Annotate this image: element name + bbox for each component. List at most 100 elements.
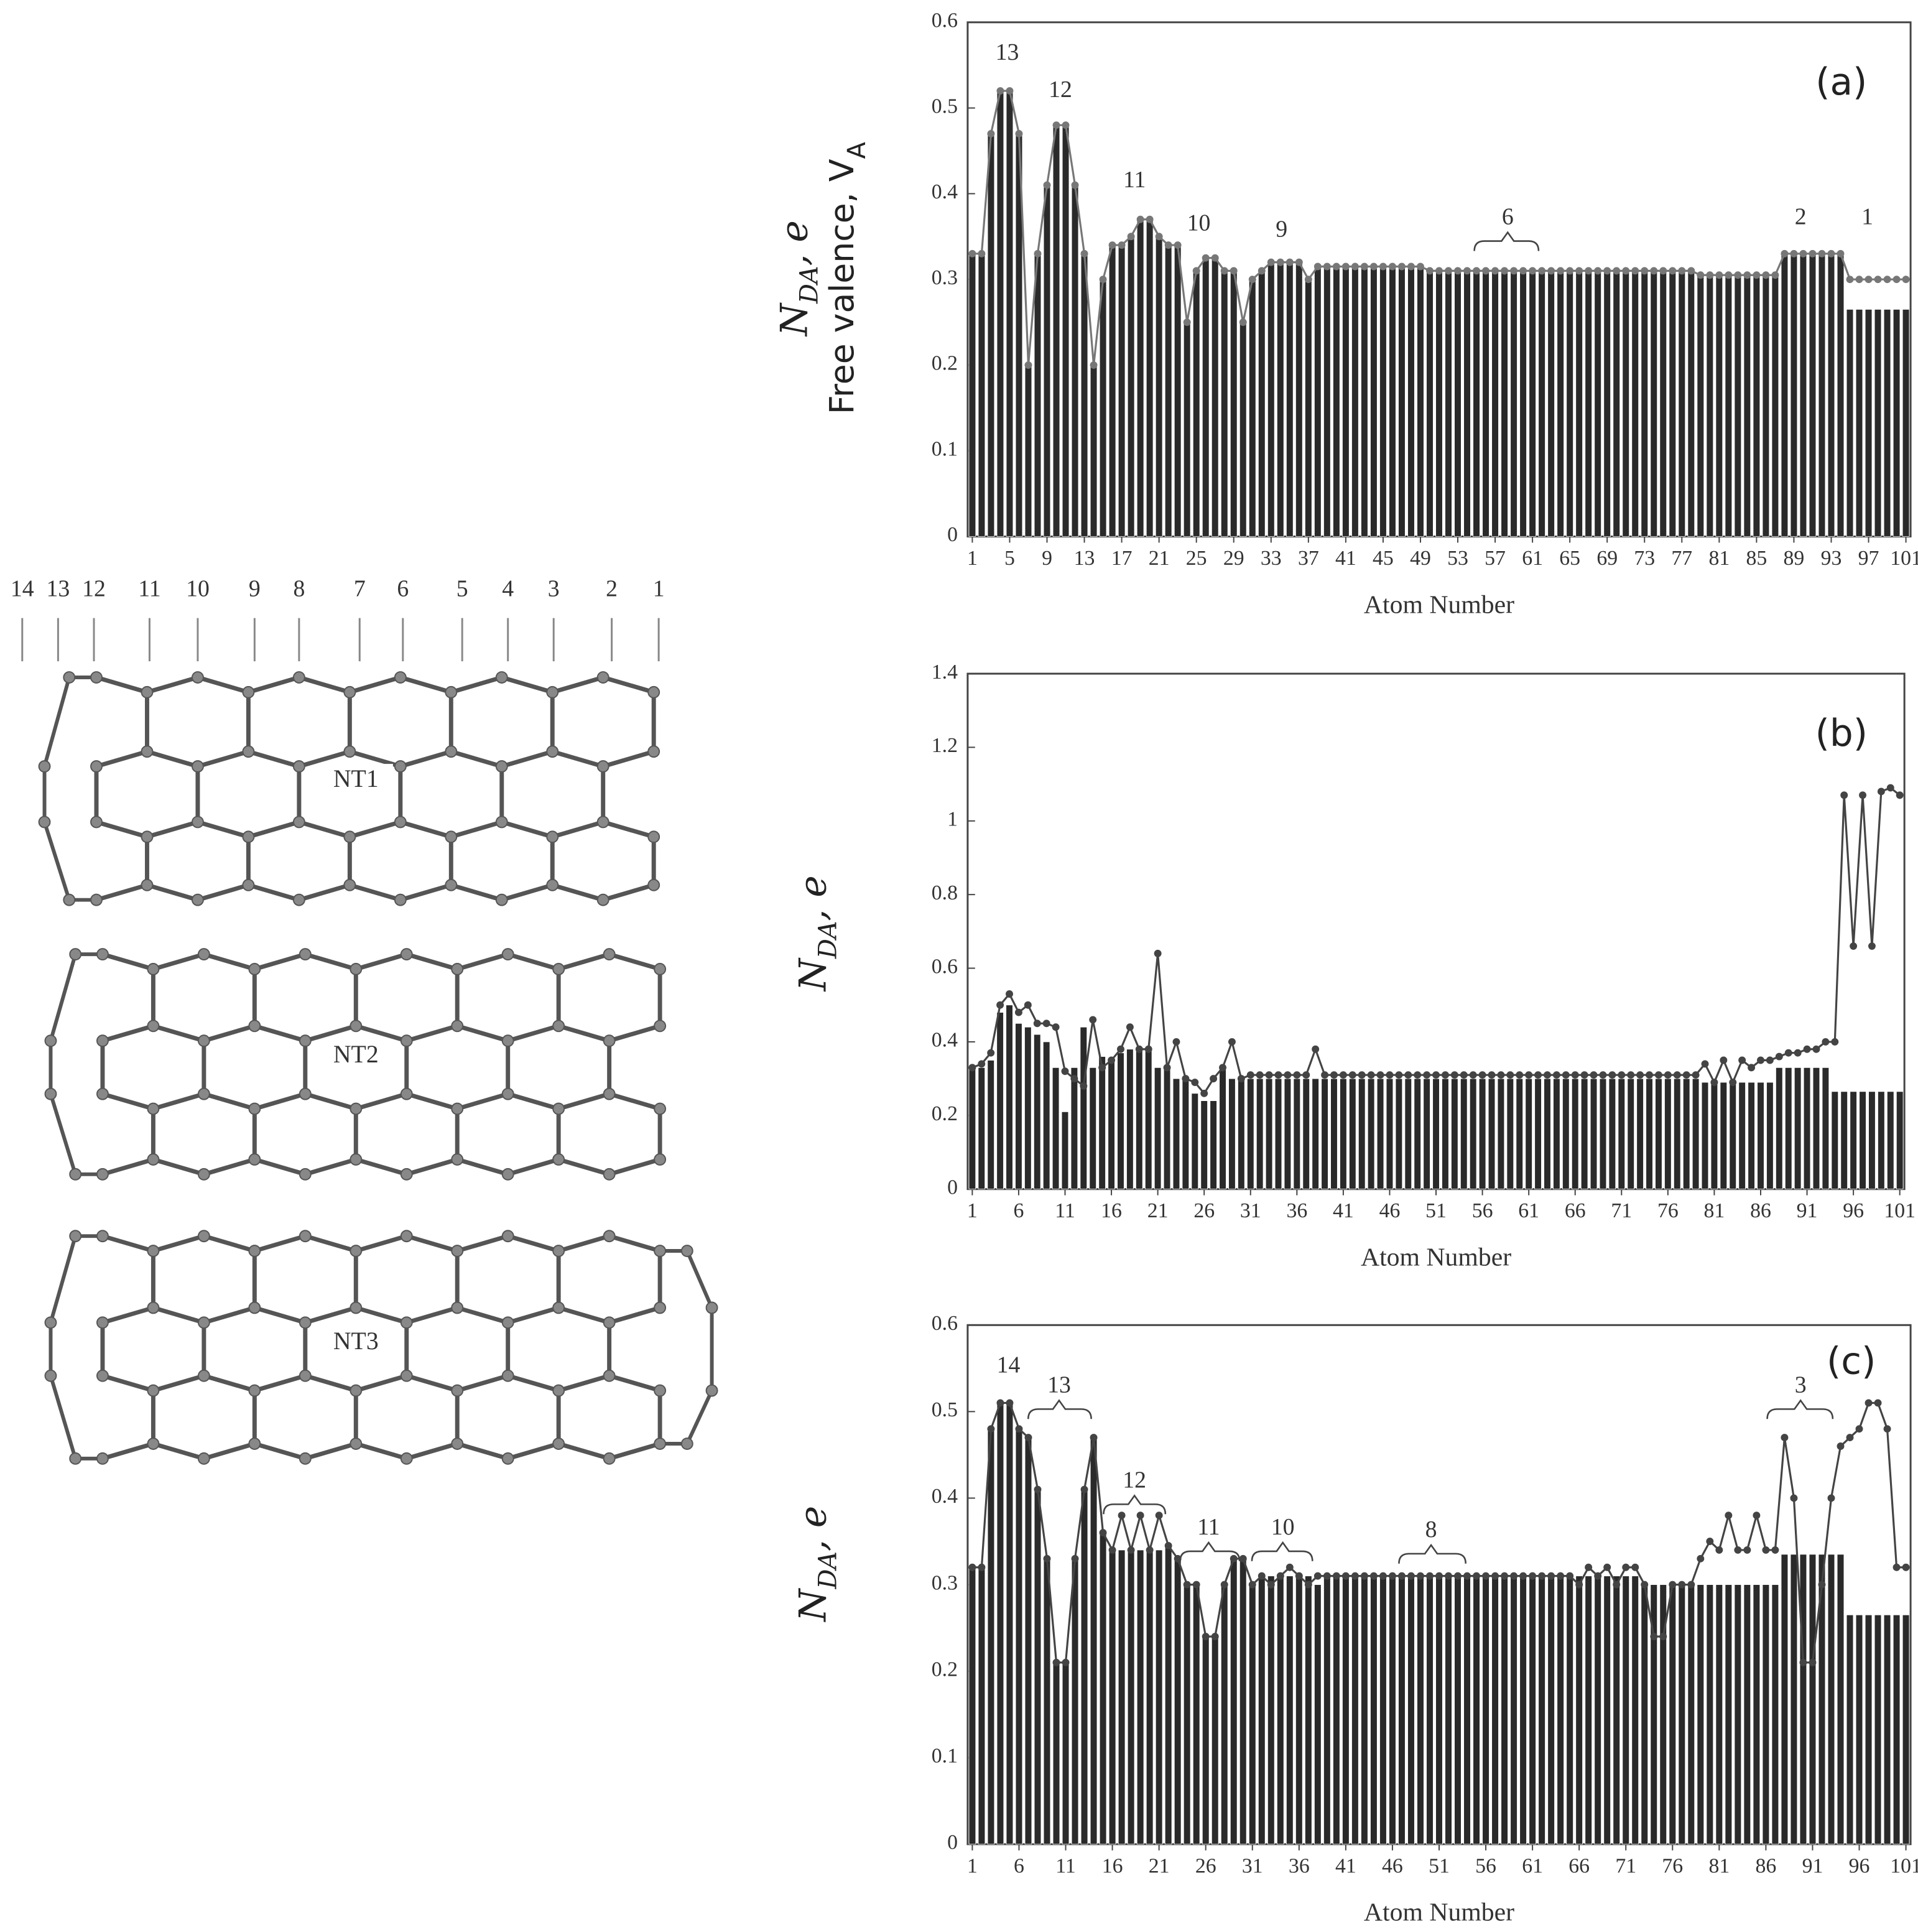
point: [1636, 1071, 1644, 1079]
bar: [1697, 274, 1705, 537]
y-tick-label: 0.6: [932, 955, 958, 978]
y-label-tail: , e: [792, 1506, 835, 1551]
ring-number: 9: [249, 576, 261, 602]
point: [1715, 1546, 1723, 1554]
x-tick-label: 26: [1195, 1854, 1216, 1877]
point: [1669, 1581, 1677, 1589]
bar: [996, 1012, 1004, 1190]
atom: [350, 1102, 363, 1115]
point: [1089, 1016, 1097, 1024]
bar: [968, 253, 976, 537]
x-axis-label: Atom Number: [1364, 590, 1514, 619]
x-axis-label: Atom Number: [1364, 1898, 1514, 1927]
bar: [1710, 1082, 1718, 1190]
brace: [1473, 231, 1540, 251]
bar: [1776, 1067, 1783, 1190]
x-tick-label: 29: [1223, 547, 1244, 570]
atom: [299, 1369, 312, 1382]
x-tick-label: 81: [1708, 1854, 1730, 1877]
bar: [1389, 1576, 1396, 1845]
point: [1435, 1572, 1443, 1580]
point: [1812, 1045, 1820, 1053]
bar: [968, 1567, 976, 1845]
bar: [1062, 124, 1070, 537]
point: [1837, 249, 1845, 258]
x-tick-label: 46: [1379, 1199, 1401, 1222]
atom: [292, 893, 305, 906]
bar: [1469, 1078, 1477, 1190]
atom: [299, 948, 312, 961]
x-tick-label: 53: [1447, 547, 1468, 570]
point: [1080, 1485, 1088, 1493]
bar: [1594, 1576, 1601, 1845]
atom: [96, 948, 109, 961]
bar: [1136, 219, 1144, 537]
bar: [1417, 1576, 1424, 1845]
bar: [1893, 1614, 1901, 1845]
atom: [546, 685, 559, 699]
point: [996, 87, 1004, 95]
annotation: 12: [1123, 1467, 1146, 1493]
atom: [44, 1369, 57, 1382]
atom: [242, 878, 255, 891]
point: [1859, 791, 1866, 799]
atom: [495, 671, 508, 684]
bar: [1006, 90, 1014, 537]
bar: [1099, 279, 1107, 537]
point: [978, 1060, 986, 1068]
bar: [1305, 279, 1312, 537]
point: [1641, 1581, 1649, 1589]
atom: [147, 1437, 160, 1450]
point: [1118, 241, 1126, 249]
bar: [1669, 1584, 1677, 1845]
point: [1631, 1563, 1639, 1571]
point: [1562, 1071, 1570, 1079]
atom: [248, 1153, 261, 1166]
y-tick-label: 0.3: [932, 266, 958, 289]
atom: [197, 1369, 210, 1382]
atom: [350, 1019, 363, 1033]
bar: [1379, 266, 1387, 537]
atom: [299, 1230, 312, 1243]
bar: [1603, 270, 1611, 537]
point: [1267, 1581, 1275, 1589]
bar: [1701, 1082, 1709, 1190]
y-axis-label: Free valence, VA: [822, 142, 871, 414]
point: [1622, 267, 1630, 275]
point: [1211, 1633, 1219, 1640]
atom: [38, 760, 51, 773]
point: [1202, 1633, 1210, 1640]
bar: [1248, 1584, 1256, 1845]
x-tick-label: 96: [1843, 1199, 1864, 1222]
atom: [501, 1230, 514, 1243]
atom: [350, 1437, 363, 1450]
bar: [1379, 1576, 1387, 1845]
point: [1734, 1546, 1742, 1554]
point: [1445, 267, 1452, 275]
bar: [1118, 1549, 1126, 1845]
bar: [1445, 270, 1452, 537]
bar: [1098, 1056, 1106, 1190]
brace: [1027, 1399, 1092, 1419]
point: [1295, 1572, 1303, 1580]
bar: [1510, 1576, 1517, 1845]
bar: [1790, 253, 1798, 537]
atom: [192, 760, 204, 773]
bar: [1748, 1082, 1755, 1190]
bar: [1729, 1082, 1737, 1190]
bar: [1655, 1078, 1662, 1190]
y-tick-label: 1.4: [932, 661, 958, 684]
point: [1506, 1071, 1514, 1079]
atom: [299, 1034, 312, 1047]
bar: [1534, 1078, 1542, 1190]
point: [1397, 262, 1406, 271]
bar: [1855, 309, 1863, 537]
atom: [680, 1245, 693, 1257]
x-tick-label: 5: [1004, 547, 1015, 570]
point: [1868, 942, 1876, 950]
bar: [1510, 270, 1517, 537]
bond: [96, 749, 655, 769]
point: [1641, 267, 1649, 275]
bar: [1080, 253, 1088, 537]
bar: [1398, 1576, 1406, 1845]
